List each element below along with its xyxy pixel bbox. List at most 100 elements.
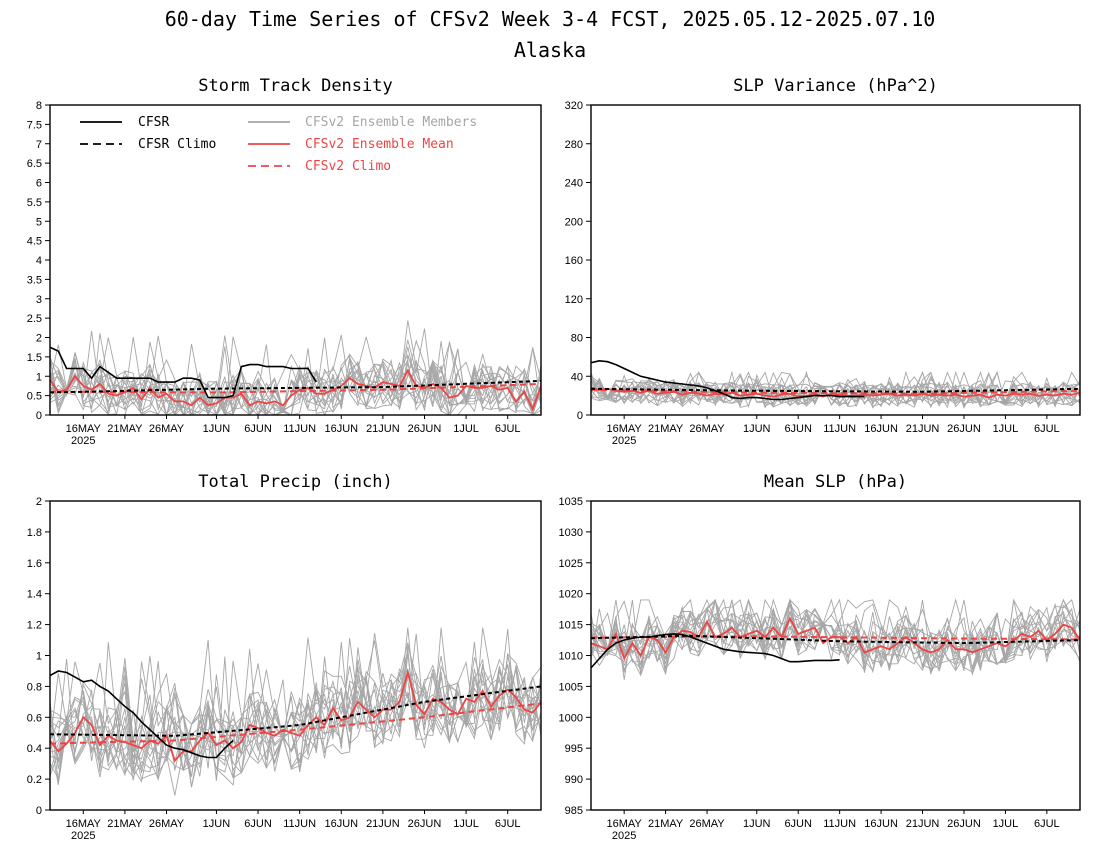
y-tick-label: 0.4: [27, 743, 42, 755]
x-tick-label: 21MAY: [107, 818, 143, 830]
x-tick-label: 16JUN: [864, 818, 898, 830]
cfsr-line: [50, 346, 317, 399]
y-tick-label: 4.5: [27, 236, 42, 248]
x-tick-label: 16MAY: [607, 423, 643, 435]
x-tick-label: 21JUN: [906, 818, 940, 830]
panel-mean-slp: Mean SLP (hPa) 985 990 995 1000 1005 1010 1015 1…: [559, 472, 1081, 842]
y-tick-label: 1.2: [27, 620, 42, 632]
y-tick-label: 0.5: [27, 391, 42, 403]
y-tick-label: 1.5: [27, 352, 42, 364]
y-tick-label: 1000: [559, 712, 583, 724]
y-tick-label: 160: [565, 255, 583, 267]
panel-slp-variance: SLP Variance (hPa^2) 0 40 80 120 160 200 240 280…: [565, 76, 1081, 447]
y-tick-label: 6.5: [27, 158, 42, 170]
y-tick-label: 7: [36, 139, 42, 151]
x-tick-label: 26JUN: [947, 423, 981, 435]
x-tick-label: 21MAY: [107, 423, 143, 435]
cfsr-climo-line: [50, 685, 541, 737]
x-tick-label: 6JUN: [244, 423, 272, 435]
y-tick-label: 995: [565, 743, 583, 755]
x-tick-label: 1JUN: [203, 423, 231, 435]
y-tick-label: 985: [565, 805, 583, 817]
y-tick-label: 2: [36, 333, 42, 345]
ensemble-member-line: [50, 343, 541, 415]
x-tick-label: 11JUN: [283, 818, 316, 830]
ensemble-mean-line: [50, 368, 541, 412]
x-year-label: 2025: [71, 830, 95, 842]
y-tick-label: 6: [36, 178, 42, 190]
cfsr-climo-line: [50, 379, 541, 394]
plot-area: [50, 627, 541, 796]
cfsr-climo-line: [591, 634, 1080, 645]
y-tick-label: 200: [565, 216, 583, 228]
x-tick-label: 1JUL: [453, 423, 479, 435]
x-tick-label: 21MAY: [648, 818, 684, 830]
x-tick-label: 1JUL: [453, 818, 479, 830]
y-tick-label: 1030: [559, 527, 583, 539]
x-tick-label: 16MAY: [66, 818, 102, 830]
x-tick-label: 6JUL: [1034, 423, 1060, 435]
y-tick-label: 3.5: [27, 274, 42, 286]
y-tick-label: 1: [36, 371, 42, 383]
y-tick-label: 990: [565, 774, 583, 786]
y-tick-label: 1.4: [27, 589, 42, 601]
x-tick-label: 1JUN: [743, 818, 771, 830]
x-tick-label: 11JUN: [823, 818, 856, 830]
legend-cfsr-climo-label: CFSR Climo: [138, 137, 216, 152]
x-tick-label: 26MAY: [689, 423, 725, 435]
legend-cfsv2-climo-label: CFSv2 Climo: [305, 159, 391, 174]
cfsr-line: [591, 633, 840, 669]
ensemble-mean-line: [591, 387, 1080, 399]
x-tick-label: 1JUN: [203, 818, 231, 830]
cfsr-line: [50, 670, 234, 759]
figure-subtitle-region: Alaska: [514, 38, 586, 62]
y-tick-label: 0: [36, 410, 42, 422]
x-tick-label: 1JUL: [993, 423, 1019, 435]
x-tick-label: 16JUN: [324, 818, 358, 830]
y-tick-label: 120: [565, 294, 583, 306]
x-tick-label: 26MAY: [689, 818, 725, 830]
panel-title: Mean SLP (hPa): [764, 472, 907, 492]
y-tick-label: 320: [565, 100, 583, 112]
ensemble-mean-line: [50, 669, 541, 763]
y-tick-label: 2.5: [27, 313, 42, 325]
x-tick-label: 16MAY: [66, 423, 102, 435]
panel-storm-track-density: Storm Track Density 0 0.5 1 1.5 2 2.5 3 3.5 4 4.5 5…: [27, 76, 542, 447]
y-tick-label: 5: [36, 216, 42, 228]
plot-frame: [590, 500, 1081, 811]
plot-area: [591, 598, 1080, 680]
x-year-label: 2025: [612, 435, 636, 447]
x-tick-label: 21JUN: [906, 423, 940, 435]
y-tick-label: 1.8: [27, 527, 42, 539]
x-tick-label: 21MAY: [648, 423, 684, 435]
ensemble-member-line: [50, 328, 541, 415]
cfsr-line: [591, 359, 865, 401]
cfsr-climo-line: [591, 387, 1080, 393]
x-tick-label: 26JUN: [408, 818, 442, 830]
x-tick-label: 21JUN: [366, 818, 400, 830]
y-tick-label: 1035: [559, 496, 583, 508]
ensemble-member-line: [591, 598, 1080, 669]
ensemble-mean-line: [591, 616, 1080, 661]
panel-title: Storm Track Density: [198, 76, 392, 96]
y-tick-label: 1025: [559, 558, 583, 570]
plot-frame: [49, 104, 542, 416]
x-tick-label: 6JUL: [495, 818, 521, 830]
figure-title: 60-day Time Series of CFSv2 Week 3-4 FCS…: [165, 7, 936, 31]
legend-ensemble-mean-label: CFSv2 Ensemble Mean: [305, 137, 454, 152]
y-tick-label: 1: [36, 651, 42, 663]
y-tick-label: 0.8: [27, 681, 42, 693]
x-tick-label: 26JUN: [408, 423, 442, 435]
y-tick-label: 240: [565, 178, 583, 190]
x-tick-label: 26MAY: [149, 423, 185, 435]
panels: Storm Track Density 0 0.5 1 1.5 2 2.5 3 3.5 4 4.5 5…: [27, 76, 1081, 842]
y-tick-label: 7.5: [27, 119, 42, 131]
y-tick-label: 0: [36, 805, 42, 817]
x-year-label: 2025: [71, 435, 95, 447]
x-tick-label: 16JUN: [324, 423, 358, 435]
y-tick-label: 0.6: [27, 712, 42, 724]
legend-members-label: CFSv2 Ensemble Members: [305, 115, 477, 130]
x-tick-label: 6JUN: [244, 818, 272, 830]
y-tick-label: 80: [571, 333, 583, 345]
